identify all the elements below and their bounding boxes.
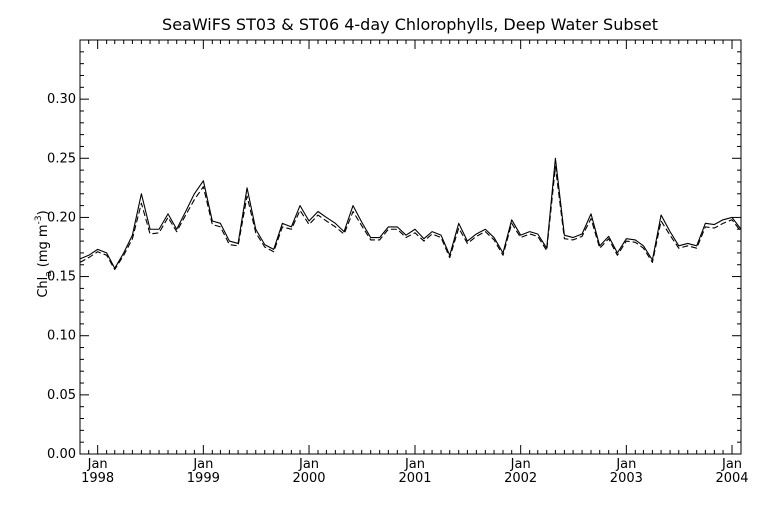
x-tick-year-2: 2000 [292, 471, 325, 486]
x-tick-year-6: 2004 [715, 471, 748, 486]
series-line-solid [79, 157, 742, 269]
y-axis-label-subscript: a [44, 271, 54, 277]
x-tick-month-0: Jan [87, 457, 108, 472]
x-tick-month-6: Jan [721, 457, 742, 472]
y-tick-label-2: 0.10 [47, 329, 76, 344]
chart-title: SeaWiFS ST03 & ST06 4-day Chlorophylls, … [162, 15, 658, 34]
x-tick-month-2: Jan [298, 457, 319, 472]
y-tick-label-3: 0.15 [47, 270, 76, 285]
x-tick-month-1: Jan [192, 457, 213, 472]
x-tick-month-4: Jan [510, 457, 531, 472]
series-group [79, 157, 742, 271]
x-tick-year-3: 2001 [398, 471, 431, 486]
y-axis-label-units-close: ) [36, 210, 51, 215]
x-tick-month-3: Jan [404, 457, 425, 472]
x-tick-year-5: 2003 [610, 471, 643, 486]
y-tick-label-0: 0.00 [47, 447, 76, 462]
x-tick-year-1: 1999 [187, 471, 220, 486]
x-tick-month-5: Jan [615, 457, 636, 472]
y-axis-label-chl: Chl [36, 277, 51, 298]
y-axis-label: Chla (mg m-3) [34, 210, 54, 297]
series-line-dashed [79, 166, 742, 271]
y-tick-label-6: 0.30 [47, 92, 76, 107]
y-axis-label-units-sup: -3 [34, 215, 44, 224]
svg-text:Chla(mg m-3): Chla (mg m-3) [34, 210, 54, 297]
x-tick-year-0: 1998 [81, 471, 114, 486]
x-tick-year-4: 2002 [504, 471, 537, 486]
y-axis-label-units-open: (mg m [36, 224, 51, 267]
x-axis-ticks: Jan1998Jan1999Jan2000Jan2001Jan2002Jan20… [81, 40, 749, 486]
y-tick-label-5: 0.25 [47, 151, 76, 166]
y-tick-label-1: 0.05 [47, 388, 76, 403]
y-axis-ticks: 0.00 0.05 0.10 0.15 0.20 0.25 0.30 [47, 51, 741, 462]
plot-frame [79, 39, 742, 455]
y-tick-label-4: 0.20 [47, 210, 76, 225]
